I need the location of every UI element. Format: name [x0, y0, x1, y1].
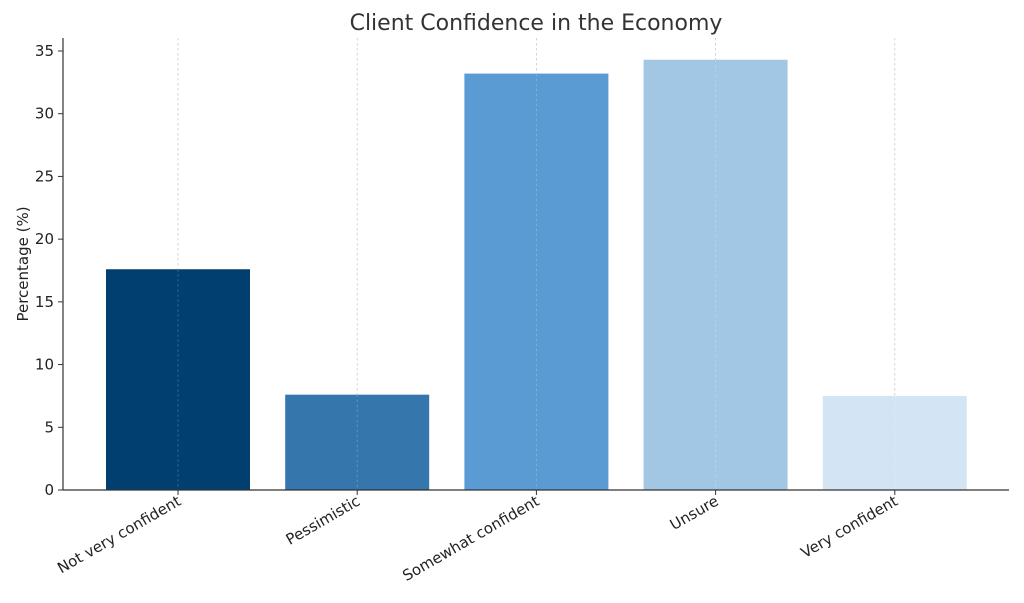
- y-tick-label: 30: [35, 105, 54, 123]
- x-tick-label: Very confident: [798, 492, 901, 562]
- bar: [464, 73, 609, 490]
- y-tick-label: 35: [35, 42, 54, 60]
- x-ticks: Not very confident Pessimistic Somewhat co…: [54, 490, 901, 585]
- y-ticks: 0 5 10 15 20 25 30 35: [35, 42, 63, 499]
- bar: [822, 395, 967, 490]
- chart-title: Client Confidence in the Economy: [350, 11, 723, 36]
- bars: [106, 59, 967, 490]
- y-tick-label: 0: [44, 481, 54, 499]
- y-tick-label: 20: [35, 230, 54, 248]
- x-tick-label: Somewhat confident: [399, 492, 542, 585]
- x-tick-label: Pessimistic: [283, 492, 363, 549]
- y-tick-label: 15: [35, 293, 54, 311]
- y-axis-label: Percentage (%): [14, 206, 32, 321]
- bar: [106, 269, 250, 490]
- grid-lines-overlay: [177, 59, 896, 490]
- bar: [643, 59, 788, 490]
- y-tick-label: 25: [35, 167, 54, 185]
- y-tick-label: 10: [35, 356, 54, 374]
- x-tick-label: Unsure: [667, 492, 722, 534]
- bar: [285, 394, 430, 490]
- y-tick-label: 5: [44, 418, 54, 436]
- x-tick-label: Not very confident: [54, 492, 184, 577]
